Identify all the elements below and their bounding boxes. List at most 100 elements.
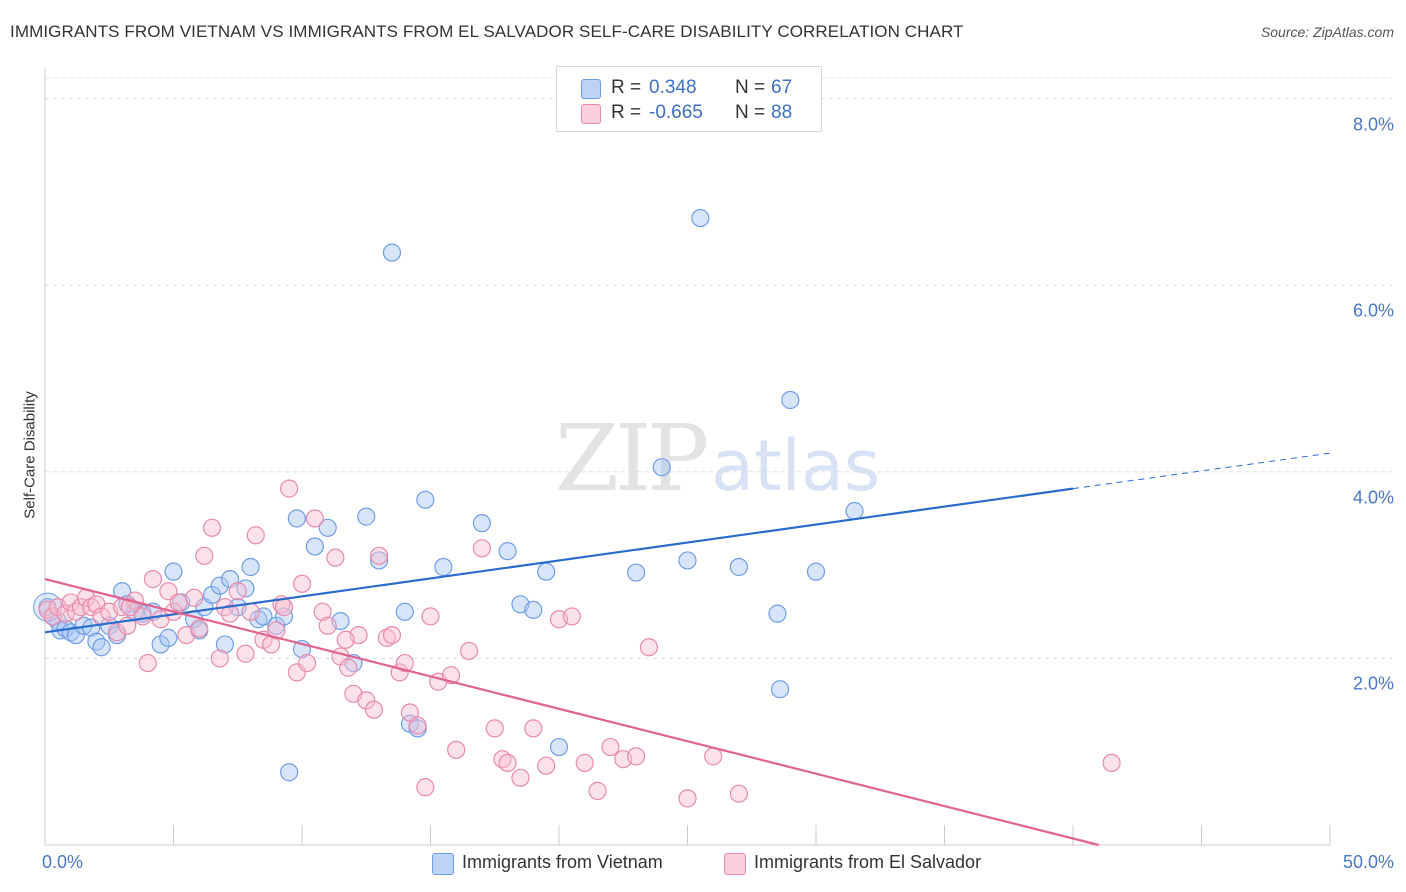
vietnam-point	[210, 576, 229, 595]
el-salvador-point	[357, 691, 376, 710]
el-salvador-point	[313, 602, 332, 621]
x-tick-label-max: 50.0%	[1342, 852, 1394, 872]
el-salvador-point	[202, 518, 222, 537]
r-value: 0.348	[649, 77, 697, 98]
vietnam-point	[215, 635, 234, 654]
el-salvador-point	[169, 593, 188, 612]
vietnam-point	[280, 763, 299, 782]
vietnam-points	[33, 208, 864, 782]
el-salvador-point	[498, 753, 517, 773]
n-label: N =	[735, 77, 766, 98]
el-salvador-point	[336, 630, 355, 649]
vietnam-point	[370, 551, 389, 570]
el-salvador-point	[588, 781, 607, 800]
vietnam-point	[395, 602, 414, 621]
el-salvador-point	[287, 663, 306, 682]
vietnam-point	[267, 616, 286, 635]
el-salvador-point	[326, 548, 345, 567]
vietnam-point	[498, 542, 517, 561]
y-tick-label: 8.0%	[1352, 114, 1394, 135]
el-salvador-point	[220, 604, 240, 623]
el-salvador-point	[184, 588, 204, 607]
vietnam-point	[845, 501, 864, 521]
el-salvador-point	[364, 700, 384, 719]
el-salvador-point	[537, 756, 556, 775]
vietnam-trend-extension	[1072, 452, 1331, 490]
el-salvador-point	[678, 789, 697, 808]
vietnam-point	[87, 632, 106, 651]
trend-lines	[44, 452, 1331, 847]
vietnam-point	[287, 509, 306, 528]
el-salvador-point	[143, 570, 163, 589]
x-tick-label-min: 0.0%	[42, 852, 84, 872]
el-salvador-point	[562, 607, 581, 626]
vietnam-point	[549, 737, 569, 757]
vietnam-point	[472, 514, 491, 533]
n-value: 67	[771, 77, 793, 98]
vietnam-point	[357, 507, 376, 526]
vietnam-legend-label: Immigrants from Vietnam	[462, 852, 663, 872]
el-salvador-legend-label: Immigrants from El Salvador	[754, 852, 982, 872]
vietnam-legend-swatch	[432, 853, 454, 875]
el-salvador-point	[120, 598, 139, 617]
vietnam-point	[806, 562, 826, 581]
source-label: Source: ZipAtlas.com	[1260, 24, 1394, 40]
vietnam-point	[537, 562, 556, 581]
el-salvador-point	[71, 598, 91, 617]
vietnam-point	[652, 458, 671, 477]
vietnam-point	[416, 490, 435, 509]
el-salvador-point	[395, 653, 414, 673]
watermark-zip: ZIP	[555, 405, 709, 512]
vietnam-point	[770, 680, 790, 699]
el-salvador-point	[210, 649, 229, 668]
zipatlas-watermark: ZIPatlas	[555, 405, 880, 512]
axes	[44, 68, 1331, 846]
el-salvador-point	[236, 644, 255, 663]
el-salvador-point	[246, 526, 265, 545]
vietnam-point	[318, 518, 337, 537]
el-salvador-point	[459, 641, 479, 661]
el-salvador-point	[292, 574, 312, 593]
vietnam-point	[678, 551, 697, 570]
el-salvador-trend-line	[44, 578, 1099, 847]
correlation-legend: R = 0.348 N = 67 R = -0.665 N = 88	[556, 66, 822, 132]
el-salvador-point	[339, 658, 358, 677]
el-salvador-point	[267, 621, 286, 640]
vietnam-point	[159, 628, 178, 647]
el-salvador-point	[159, 582, 178, 601]
vietnam-point	[691, 208, 710, 228]
vietnam-point	[164, 562, 183, 581]
el-salvador-point	[305, 509, 324, 528]
el-salvador-legend-swatch	[724, 853, 746, 875]
el-salvador-point	[195, 546, 214, 565]
el-salvador-point	[370, 546, 389, 565]
el-salvador-point	[382, 625, 402, 645]
el-salvador-point	[421, 607, 440, 626]
vietnam-trend-line	[44, 487, 1074, 634]
r-value: -0.665	[649, 102, 703, 123]
vietnam-swatch	[581, 79, 601, 99]
el-salvador-swatch	[581, 104, 601, 124]
el-salvador-point	[416, 778, 435, 797]
r-label: R =	[611, 102, 642, 123]
vietnam-point	[524, 600, 543, 620]
y-tick-label: 4.0%	[1352, 487, 1394, 508]
el-salvador-point	[626, 747, 646, 766]
el-salvador-point	[447, 740, 466, 759]
el-salvador-point	[107, 623, 127, 642]
el-salvador-point	[485, 719, 504, 738]
vietnam-point	[66, 625, 85, 645]
el-salvador-points	[38, 479, 1121, 808]
el-salvador-point	[241, 602, 260, 621]
y-axis-label: Self-Care Disability	[21, 391, 39, 519]
el-salvador-point	[318, 616, 337, 635]
n-label: N =	[735, 102, 766, 123]
vietnam-point	[202, 585, 222, 605]
vietnam-point	[249, 610, 268, 629]
el-salvador-point	[472, 539, 491, 558]
vietnam-point	[768, 604, 787, 623]
y-tick-label: 2.0%	[1352, 673, 1394, 694]
watermark-atlas: atlas	[711, 425, 881, 507]
el-salvador-point	[190, 619, 209, 638]
